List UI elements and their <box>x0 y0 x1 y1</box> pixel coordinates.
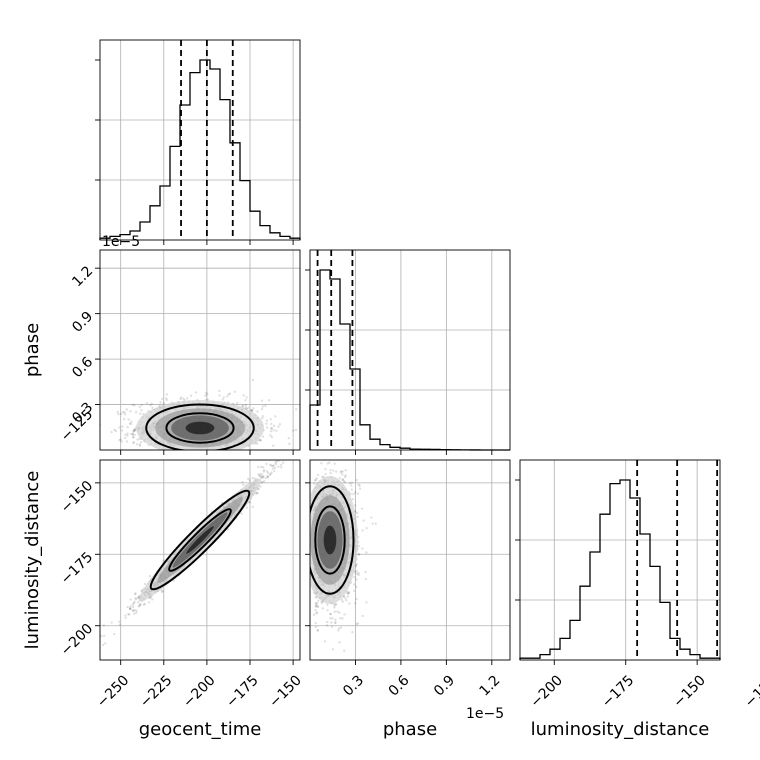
panel-frame <box>309 249 511 451</box>
histogram-phase <box>309 269 510 451</box>
density <box>100 460 285 647</box>
x-tick-label: −200 <box>180 672 219 711</box>
panel-geocent_time-vs-luminosity_distance <box>95 459 301 665</box>
x-axis-label: luminosity_distance <box>531 719 710 740</box>
y-axis-label: luminosity_distance <box>22 471 43 650</box>
contour <box>145 403 255 450</box>
panel-frame <box>99 459 301 661</box>
panel-phase-vs-luminosity_distance <box>305 459 511 665</box>
y-tick-label: −200 <box>58 621 97 660</box>
panel-frame <box>309 459 511 661</box>
histogram-geocent_time <box>99 59 301 240</box>
panel-frame <box>99 249 301 451</box>
x-tick-label: −175 <box>223 672 262 711</box>
density <box>100 378 298 450</box>
grid <box>100 460 300 660</box>
panel-luminosity_distance-hist <box>515 459 721 665</box>
grid <box>520 460 720 660</box>
y-tick-label: 1.2 <box>69 263 96 290</box>
panel-geocent_time-vs-phase <box>95 249 301 455</box>
contour <box>310 485 355 595</box>
x-tick-label: −225 <box>137 672 176 711</box>
x-tick-label: −150 <box>266 672 305 711</box>
y-tick-label: −175 <box>58 549 97 588</box>
panel-phase-hist <box>305 249 511 455</box>
x-offset-text: 1e−5 <box>466 706 504 722</box>
x-tick-label: −250 <box>94 672 133 711</box>
x-tick-label: −150 <box>670 672 709 711</box>
panel-frame <box>519 459 721 661</box>
x-tick-label: 0.6 <box>386 672 413 699</box>
contour <box>168 508 232 572</box>
y-offset-text: 1e−5 <box>102 234 140 250</box>
x-tick-label: −125 <box>742 672 760 711</box>
density <box>310 460 377 652</box>
x-tick-label: −200 <box>528 672 567 711</box>
y-axis-label: phase <box>22 323 43 377</box>
x-tick-label: 0.3 <box>340 672 367 699</box>
y-tick-label: 0.9 <box>69 309 96 336</box>
histogram-luminosity_distance <box>519 479 721 660</box>
panel-frame <box>99 39 301 241</box>
y-tick-label: −150 <box>58 478 97 517</box>
contour <box>314 505 346 575</box>
x-tick-label: 1.2 <box>476 672 503 699</box>
y-tick-label: 0.6 <box>69 354 96 381</box>
grid <box>310 250 510 450</box>
x-tick-label: 0.9 <box>431 672 458 699</box>
contour <box>149 489 251 591</box>
x-tick-label: −175 <box>599 672 638 711</box>
x-axis-label: geocent_time <box>139 719 262 740</box>
x-axis-label: phase <box>383 719 437 740</box>
panel-geocent_time-hist <box>95 39 301 245</box>
contour <box>165 412 235 444</box>
